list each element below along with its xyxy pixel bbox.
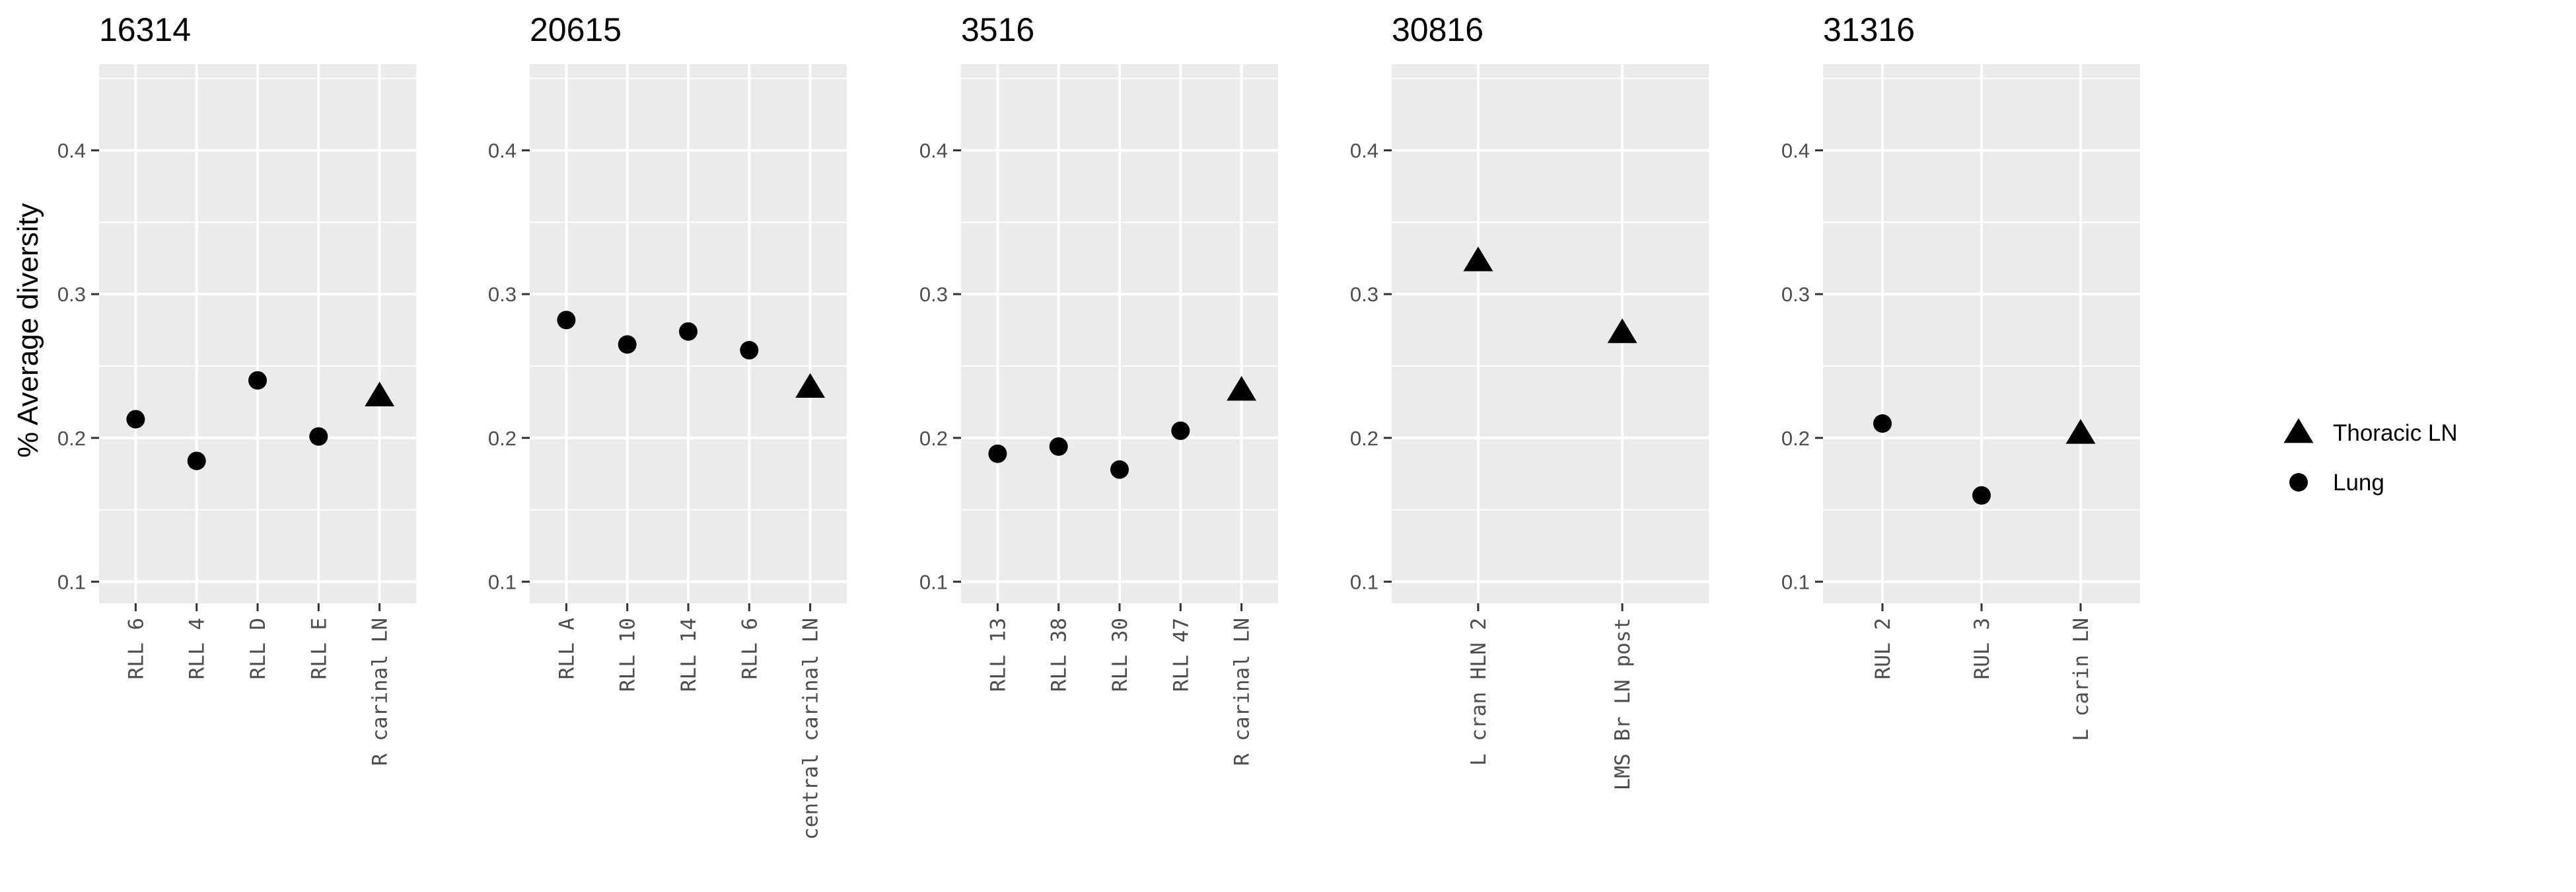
data-point-lung [1110,460,1129,479]
panels: 16314 0.1 0.2 0.3 0.4 RLL 6 RLL 4 RLL D RLL E R c… [57,11,2140,840]
x-tick-label: RLL 10 [616,618,640,692]
y-tick-label: 0.3 [1350,283,1378,306]
y-tick-label: 0.3 [57,283,86,306]
panel-3516: 3516 0.1 0.2 0.3 0.4 RLL 13 RLL 38 RLL 30 RLL 47… [919,11,1278,766]
y-tick-label: 0.2 [488,427,517,450]
data-point-lung [309,427,328,446]
x-tick-label: L cran HLN 2 [1467,618,1491,766]
y-tick-label: 0.1 [57,570,86,593]
x-tick-label: RLL 30 [1108,618,1132,692]
y-tick-label: 0.2 [57,427,86,450]
y-tick-label: 0.1 [488,570,517,593]
x-tick-label: RLL 4 [186,618,209,679]
y-tick-label: 0.4 [57,139,86,163]
x-tick-label: central carinal LN [799,618,823,840]
panel-background [1392,64,1709,603]
x-tick-label: RLL 6 [124,618,148,679]
data-point-thoracic-ln [1607,318,1637,344]
panel-title: 31316 [1823,11,1915,48]
y-tick-label: 0.2 [1781,427,1810,450]
data-point-lung [740,341,759,360]
data-point-lung [679,322,698,341]
y-tick-label: 0.3 [1781,283,1810,306]
x-tick-label: RLL 14 [677,618,701,692]
panel-31316: 31316 0.1 0.2 0.3 0.4 RUL 2 RUL 3 L carin LN [1781,11,2140,741]
legend-key-circle [2289,473,2308,492]
y-tick-label: 0.1 [1350,570,1378,593]
panel-20615: 20615 0.1 0.2 0.3 0.4 RLL A RLL 10 RLL 14 RLL 6 c… [488,11,847,840]
panel-30816: 30816 0.1 0.2 0.3 0.4 L cran HLN 2 LMS Br LN p… [1350,11,1709,790]
x-tick-label: RLL 38 [1048,618,1071,692]
panel-16314: 16314 0.1 0.2 0.3 0.4 RLL 6 RLL 4 RLL D RLL E R c… [57,11,416,766]
x-tick-label: RLL 13 [986,618,1010,692]
panel-title: 30816 [1392,11,1484,48]
y-tick-label: 0.4 [1781,139,1810,163]
x-tick-label: RLL E [307,618,331,679]
legend-label: Thoracic LN [2333,420,2458,446]
y-tick-label: 0.2 [919,427,948,450]
legend: Thoracic LN Lung [2283,418,2458,496]
x-tick-label: R carinal LN [369,618,392,766]
y-tick-label: 0.1 [1781,570,1810,593]
x-tick-label: RLL 6 [738,618,762,679]
data-point-lung [248,371,267,390]
y-tick-label: 0.4 [488,139,517,163]
y-tick-label: 0.3 [488,283,517,306]
y-tick-label: 0.3 [919,283,948,306]
data-point-lung [557,311,576,330]
y-tick-label: 0.2 [1350,427,1378,450]
x-tick-label: RLL A [555,618,579,680]
y-tick-label: 0.1 [919,570,948,593]
data-point-lung [1972,486,1991,505]
data-point-lung [126,410,145,429]
x-tick-label: RLL D [246,618,270,679]
data-point-thoracic-ln [795,373,826,398]
data-point-thoracic-ln [365,381,395,407]
data-point-lung [618,335,637,354]
x-tick-label: RLL 47 [1169,618,1193,692]
data-point-lung [1873,414,1892,433]
x-tick-label: R carinal LN [1231,618,1254,766]
data-point-lung [1049,437,1068,456]
legend-label: Lung [2333,470,2384,496]
y-tick-label: 0.4 [1350,139,1378,163]
x-tick-label: L carin LN [2069,618,2093,741]
panel-title: 3516 [961,11,1034,48]
y-axis-label: % Average diversity [12,203,44,458]
legend-key-triangle [2283,418,2314,443]
panel-title: 16314 [99,11,191,48]
x-tick-label: RUL 3 [1970,618,1994,679]
data-point-lung [988,444,1007,463]
y-tick-label: 0.4 [919,139,948,163]
x-tick-label: LMS Br LN post [1611,618,1635,790]
data-point-lung [1171,421,1190,440]
panel-title: 20615 [530,11,622,48]
data-point-thoracic-ln [1227,375,1257,401]
data-point-thoracic-ln [1463,246,1493,272]
data-point-lung [187,451,206,470]
x-tick-label: RUL 2 [1871,618,1895,679]
data-point-thoracic-ln [2065,419,2096,444]
